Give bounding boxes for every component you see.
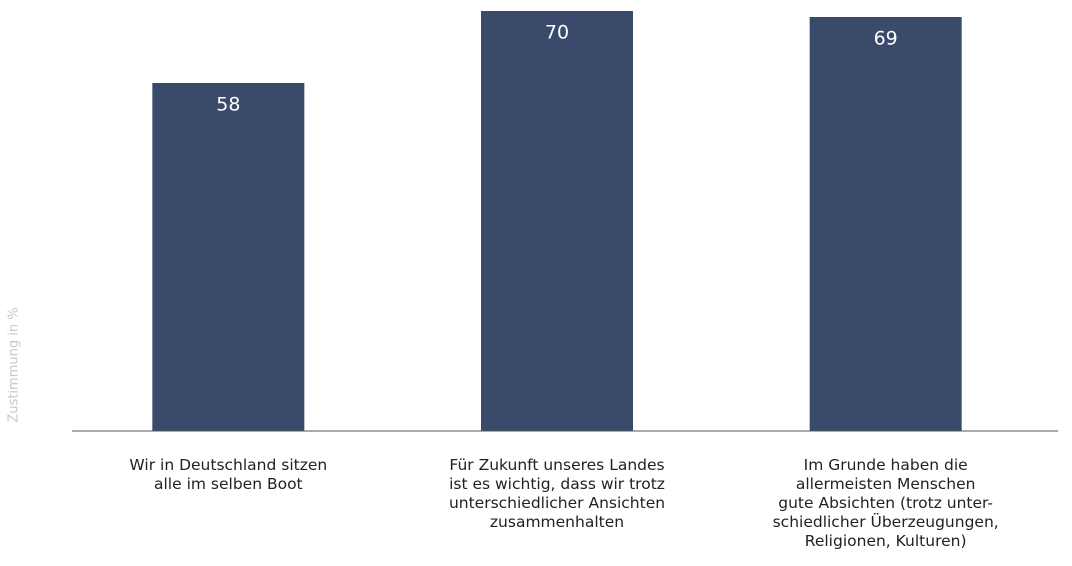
bar (809, 17, 962, 431)
value-label: 58 (216, 94, 240, 116)
bar (481, 11, 633, 431)
x-tick-label: Im Grunde haben die allermeisten Mensche… (772, 456, 999, 550)
value-label: 69 (874, 28, 898, 50)
y-axis-label: Zustimmung in % (6, 307, 22, 423)
x-tick-label: Für Zukunft unseres Landes ist es wichti… (448, 456, 666, 531)
x-tick-label: Wir in Deutschland sitzen alle im selben… (129, 456, 328, 493)
bar (152, 83, 305, 431)
value-label: 70 (545, 22, 569, 44)
